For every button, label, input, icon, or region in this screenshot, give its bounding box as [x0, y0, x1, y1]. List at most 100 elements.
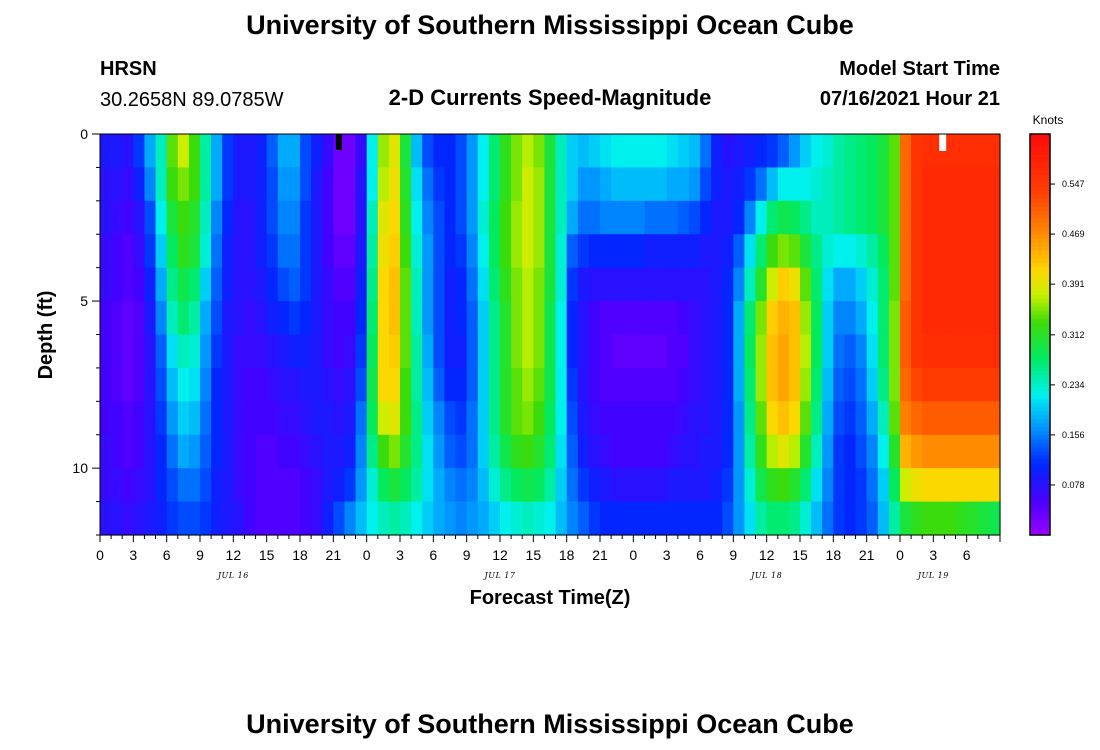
heatmap-cell [633, 434, 646, 469]
colorbar-segment [1030, 494, 1050, 500]
heatmap-cell [777, 267, 790, 302]
heatmap-cell [788, 267, 801, 302]
heatmap-cell [133, 301, 146, 336]
heatmap-cell [633, 167, 646, 202]
heatmap-cell [722, 434, 734, 469]
heatmap-cell [922, 301, 934, 336]
x-tick-label: 3 [129, 547, 137, 563]
heatmap-cell [477, 501, 490, 536]
heatmap-cell [133, 401, 146, 436]
heatmap-cell [677, 434, 690, 469]
heatmap-cell [377, 267, 390, 302]
heatmap-cell [466, 401, 479, 436]
heatmap-cell [466, 367, 479, 402]
heatmap-cell [833, 234, 846, 269]
heatmap-cell [277, 267, 290, 302]
heatmap-cell [200, 167, 212, 202]
heatmap-cell [733, 234, 746, 269]
heatmap-cell [377, 401, 390, 436]
heatmap-cell [111, 267, 123, 302]
heatmap-cell [555, 167, 568, 202]
heatmap-cell [766, 134, 779, 169]
heatmap-cell [200, 134, 212, 169]
heatmap-cell [288, 167, 301, 202]
heatmap-cell [933, 401, 946, 436]
heatmap-cell [844, 167, 857, 202]
heatmap-cell [888, 434, 901, 469]
heatmap-cell [400, 134, 412, 169]
heatmap-cell [122, 134, 134, 169]
heatmap-cell [233, 367, 246, 402]
heatmap-cell [666, 200, 679, 235]
heatmap-cell [555, 200, 568, 235]
heatmap-cell [155, 167, 168, 202]
heatmap-cell [544, 501, 557, 536]
heatmap-cell [711, 167, 723, 202]
colorbar-segment [1030, 422, 1050, 428]
heatmap-cell [777, 367, 790, 402]
heatmap-cell [944, 301, 957, 336]
heatmap-cell [200, 401, 212, 436]
heatmap-cell [444, 468, 457, 503]
heatmap-cell [122, 301, 134, 336]
heatmap-cell [255, 267, 268, 302]
heatmap-cell [688, 134, 701, 169]
heatmap-cell [822, 200, 834, 235]
heatmap-cell [577, 167, 590, 202]
colorbar-segment [1030, 470, 1050, 476]
heatmap-cell [666, 167, 679, 202]
heatmap-cell [488, 267, 501, 302]
heatmap-cell [433, 200, 446, 235]
heatmap-cell [144, 501, 157, 536]
colorbar-segment [1030, 382, 1050, 388]
heatmap-cell [922, 334, 934, 369]
heatmap-cell [988, 301, 1001, 336]
heatmap-cell [744, 301, 757, 336]
heatmap-cell [533, 267, 546, 302]
heatmap-cell [644, 367, 657, 402]
heatmap-cell [777, 401, 790, 436]
heatmap-cell [677, 167, 690, 202]
heatmap-cell [700, 234, 712, 269]
heatmap-cell [866, 367, 879, 402]
heatmap-cell [277, 334, 290, 369]
heatmap-cell [955, 434, 968, 469]
x-tick-label: 12 [226, 547, 242, 563]
heatmap-cell [611, 267, 623, 302]
heatmap-cell [300, 267, 312, 302]
heatmap-cell [622, 234, 634, 269]
heatmap-cell [355, 134, 368, 169]
heatmap-cell [233, 167, 246, 202]
colorbar-segment [1030, 386, 1050, 392]
heatmap-cell [700, 167, 712, 202]
heatmap-cell [811, 234, 823, 269]
colorbar-segment [1030, 138, 1050, 143]
x-tick-label: 6 [963, 547, 971, 563]
heatmap-cell [255, 501, 268, 536]
heatmap-cell [922, 434, 934, 469]
heatmap-cell [866, 334, 879, 369]
heatmap-cell [200, 434, 212, 469]
heatmap-cell [788, 301, 801, 336]
heatmap-cell [755, 167, 768, 202]
heatmap-cell [511, 134, 523, 169]
heatmap-cell [122, 167, 134, 202]
heatmap-cell [155, 468, 168, 503]
heatmap-cell [633, 301, 646, 336]
heatmap-cell [633, 267, 646, 302]
heatmap-cell [122, 434, 134, 469]
heatmap-cell [844, 267, 857, 302]
heatmap-cell [988, 334, 1001, 369]
heatmap-cell [611, 167, 623, 202]
heatmap-cell [566, 200, 579, 235]
heatmap-cell [677, 501, 690, 536]
heatmap-cell [622, 468, 634, 503]
heatmap-cell [755, 434, 768, 469]
heatmap-cell [522, 434, 534, 469]
heatmap-cell [877, 401, 890, 436]
heatmap-cell [866, 434, 879, 469]
heatmap-cell [322, 334, 334, 369]
heatmap-cell [311, 434, 323, 469]
heatmap-cell [400, 501, 412, 536]
heatmap-cell [277, 401, 290, 436]
